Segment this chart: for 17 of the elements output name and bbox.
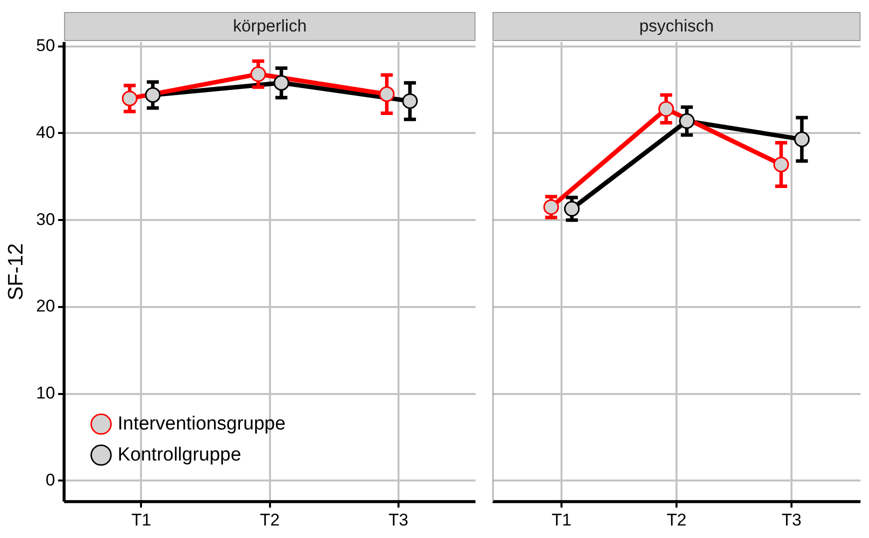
y-axis-title: SF-12	[4, 243, 28, 300]
x-tick-label: T3	[782, 510, 802, 530]
y-tick-label: 0	[46, 470, 56, 490]
y-tick-label: 40	[36, 122, 56, 142]
x-tick-label: T1	[552, 510, 572, 530]
x-tick-label: T2	[666, 510, 686, 530]
chart-title: körperlich	[232, 16, 307, 36]
chart-title: psychisch	[639, 16, 714, 36]
y-tick-label: 20	[36, 296, 56, 316]
legend-label: Interventionsgruppe	[118, 413, 286, 434]
y-tick-label: 30	[36, 210, 56, 229]
x-tick-label: T3	[388, 510, 408, 530]
legend-label: Kontrollgruppe	[118, 444, 242, 466]
x-tick-label: T1	[131, 510, 152, 530]
x-tick-label: T2	[260, 510, 280, 530]
y-tick-label: 50	[36, 36, 56, 56]
y-tick-label: 10	[36, 384, 56, 403]
